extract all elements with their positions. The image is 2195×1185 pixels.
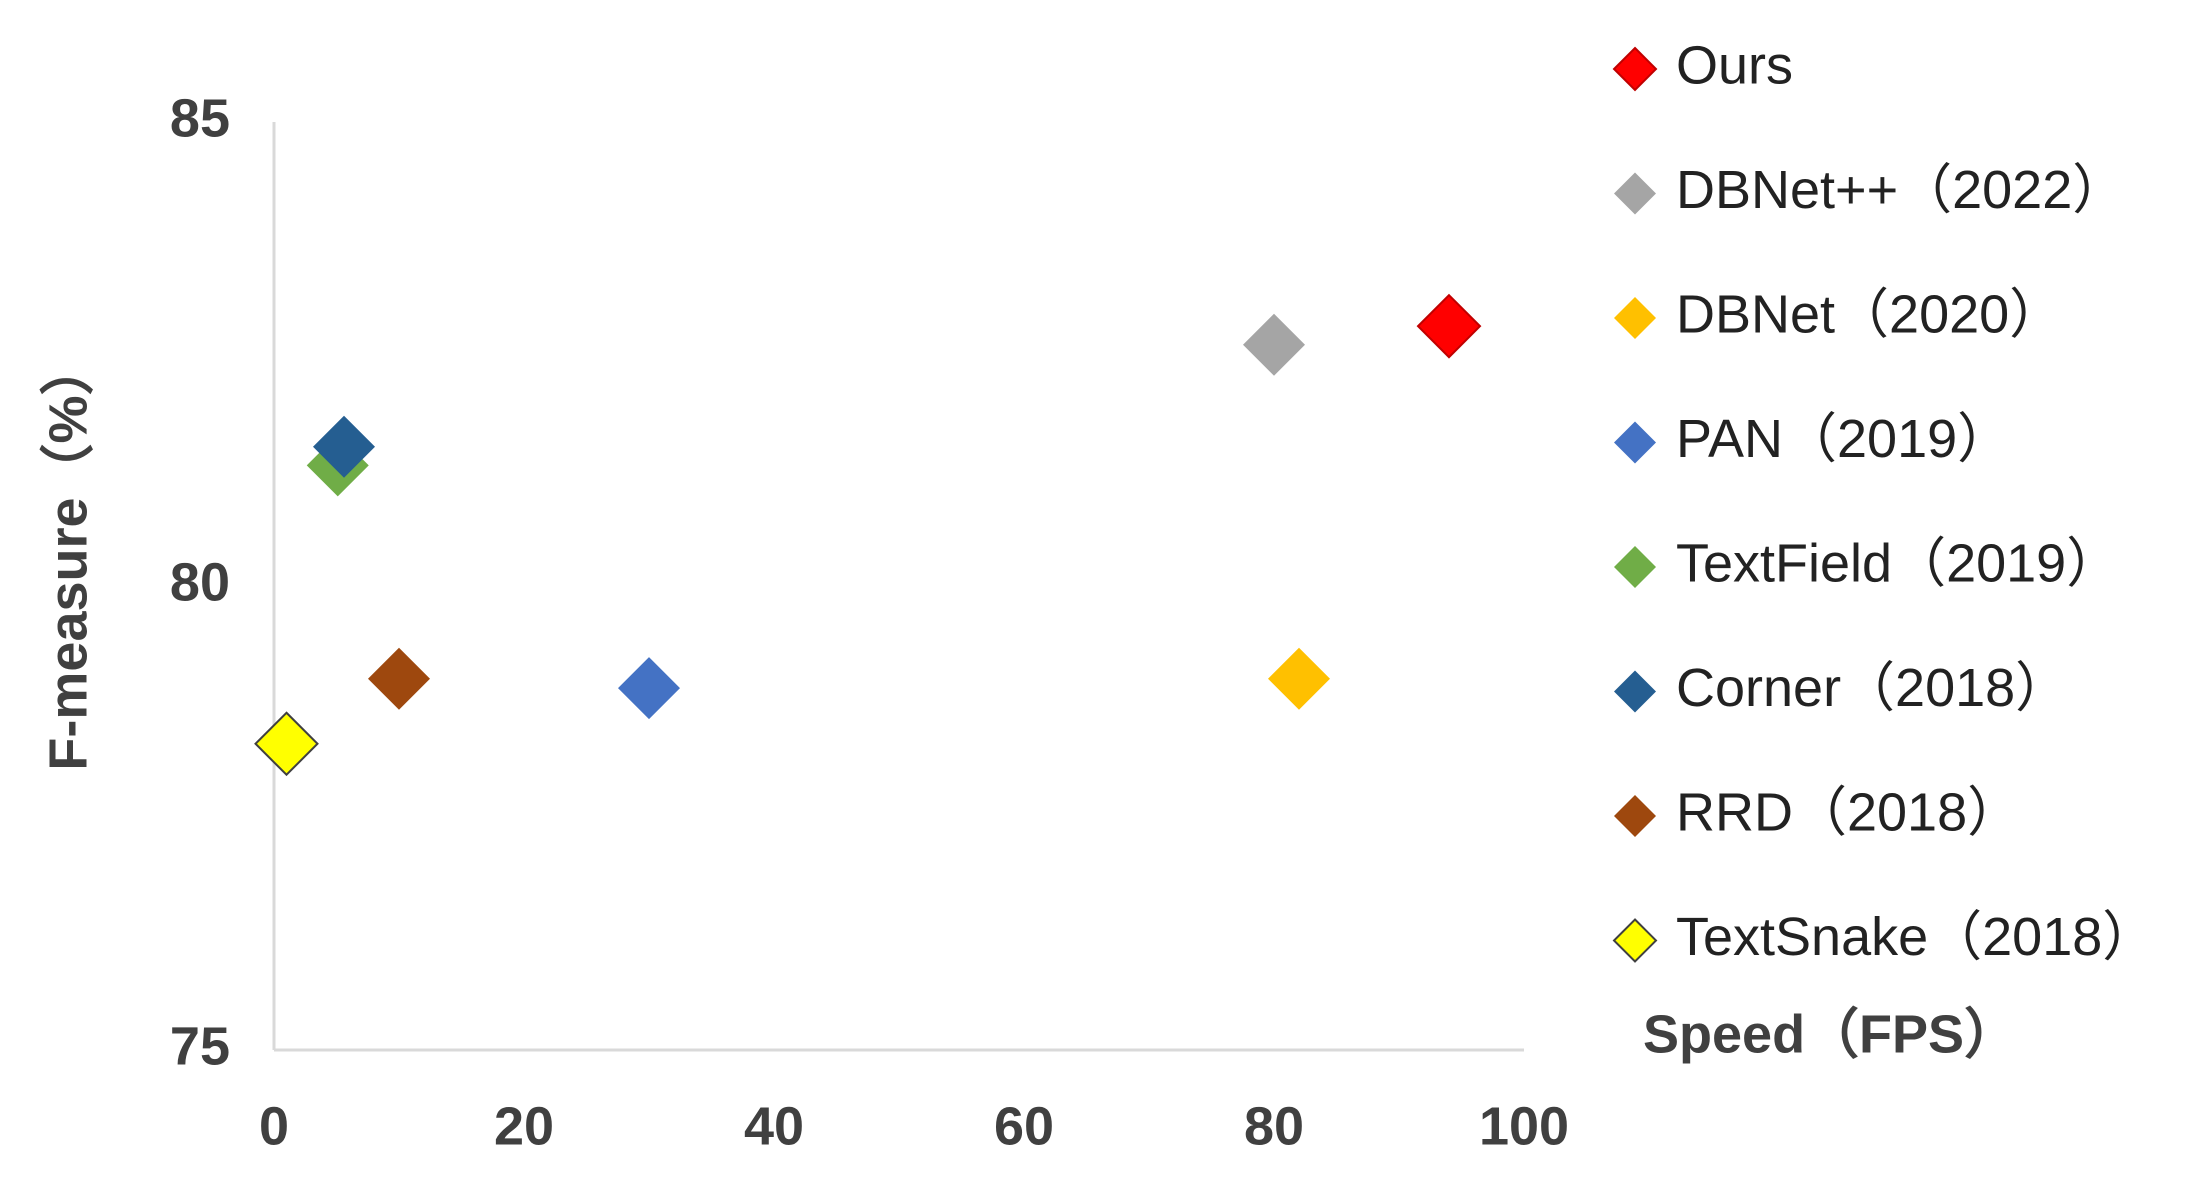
x-axis-title: Speed（FPS）	[1643, 1004, 2018, 1064]
point	[1243, 313, 1305, 376]
legend-marker	[1614, 546, 1656, 588]
point	[618, 657, 680, 720]
legend-label: RRD（2018）	[1676, 782, 2021, 842]
legend-label: DBNet（2020）	[1676, 284, 2063, 344]
legend-marker	[1614, 795, 1656, 837]
point	[368, 647, 430, 710]
legend-marker	[1614, 297, 1656, 339]
legend-marker	[1612, 46, 1658, 92]
legend-marker	[1614, 670, 1656, 713]
legend-marker	[1612, 918, 1658, 963]
x-tick-label: 100	[1479, 1096, 1569, 1156]
point	[254, 711, 319, 777]
legend-marker	[1614, 172, 1656, 215]
x-tick-label: 0	[259, 1096, 289, 1156]
legend-label: TextSnake（2018）	[1676, 907, 2156, 967]
x-tick-label: 60	[994, 1096, 1054, 1156]
point	[1268, 647, 1330, 710]
y-tick-label: 80	[170, 552, 230, 612]
legend-label: Corner（2018）	[1676, 658, 2069, 718]
y-tick-label: 75	[170, 1016, 230, 1076]
legend-label: Ours	[1676, 35, 1793, 95]
legend-label: DBNet++（2022）	[1676, 160, 2126, 220]
point	[313, 415, 375, 478]
y-axis-title: F-measure（%）	[38, 341, 98, 770]
x-tick-label: 20	[494, 1096, 554, 1156]
legend-marker	[1614, 421, 1656, 464]
legend-label: PAN（2019）	[1676, 409, 2011, 469]
x-tick-label: 40	[744, 1096, 804, 1156]
legend-label: TextField（2019）	[1676, 533, 2120, 593]
point	[1416, 293, 1482, 359]
y-tick-label: 85	[170, 88, 230, 148]
x-tick-label: 80	[1244, 1096, 1304, 1156]
